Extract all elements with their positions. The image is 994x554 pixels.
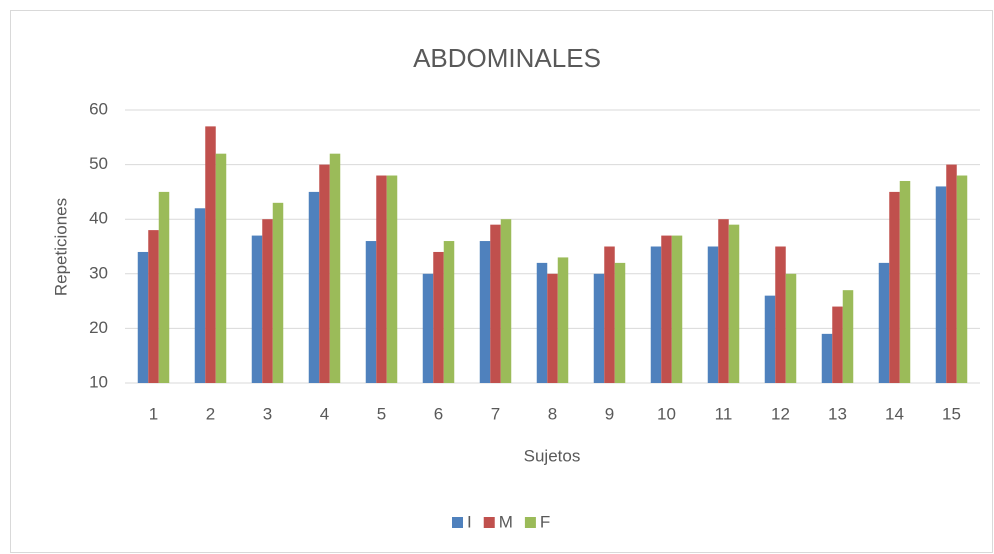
y-tick-label: 30 [89,263,108,282]
bar [365,241,377,383]
x-tick-label: 2 [206,404,215,423]
bar [661,235,672,383]
bar [785,273,797,383]
chart-title: ABDOMINALES [413,43,601,73]
bar [707,246,719,383]
legend-label: M [499,512,513,531]
bar [547,273,558,383]
bar [194,208,206,383]
bar [764,295,776,383]
legend-swatch [524,517,536,528]
bar [946,164,957,383]
bar [821,333,833,383]
bar [500,219,512,383]
x-tick-label: 15 [942,404,961,423]
x-tick-label: 14 [885,404,904,423]
bar [262,219,273,383]
bar [158,191,170,383]
bar [422,273,434,383]
y-tick-label: 20 [89,318,108,337]
bar [137,251,149,383]
bar [443,241,455,383]
bar [479,241,491,383]
legend-label: I [467,512,472,531]
bar [728,224,740,383]
bar [899,180,911,383]
bar [329,153,341,383]
x-tick-label: 8 [548,404,557,423]
bar [842,290,854,383]
bar [215,153,227,383]
y-tick-label: 10 [89,372,108,391]
bar [205,126,216,383]
x-tick-label: 11 [715,404,733,423]
x-tick-label: 10 [657,404,676,423]
x-tick-label: 13 [828,404,847,423]
bar [433,251,444,383]
x-tick-label: 9 [605,404,614,423]
bar [319,164,330,383]
bar [832,306,843,383]
bar [956,175,968,383]
bar [718,219,729,383]
y-axis-label: Repeticiones [51,198,70,296]
y-tick-label: 40 [89,209,108,228]
bar [775,246,786,383]
bar [536,262,548,383]
x-axis-label: Sujetos [524,446,581,465]
bar [604,246,615,383]
bar [889,191,900,383]
bar [593,273,605,383]
x-tick-label: 3 [263,404,272,423]
bar [148,230,159,383]
bar [490,224,501,383]
bar [272,202,284,383]
y-tick-label: 60 [89,99,108,118]
bar [386,175,398,383]
bar [376,175,387,383]
x-tick-label: 4 [320,404,329,423]
x-tick-label: 12 [771,404,790,423]
bar [614,262,626,383]
x-tick-label: 7 [491,404,500,423]
bar [650,246,662,383]
legend-label: F [540,512,550,531]
x-tick-label: 5 [377,404,386,423]
legend-swatch [483,517,495,528]
x-tick-label: 1 [149,404,158,423]
bar [878,262,890,383]
bar [671,235,683,383]
bar [308,191,320,383]
bar [557,257,569,383]
bar [251,235,263,383]
x-tick-label: 6 [434,404,443,423]
bar [935,186,947,383]
y-tick-label: 50 [89,154,108,173]
legend-swatch [452,517,463,528]
